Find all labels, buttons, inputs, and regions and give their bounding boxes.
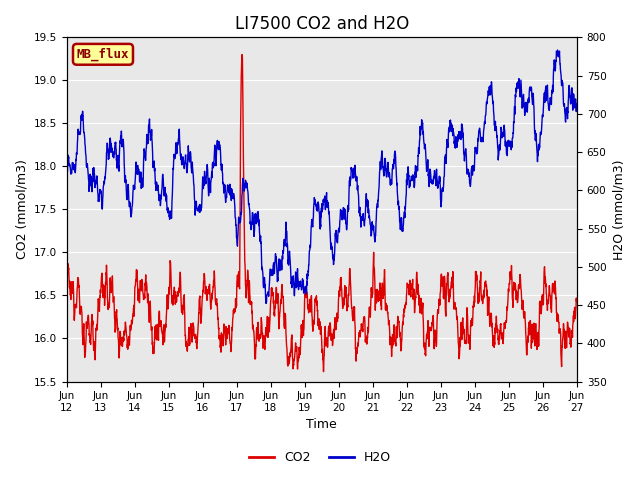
CO2 xyxy=(348,305,355,311)
CO2 xyxy=(238,52,246,58)
CO2 xyxy=(205,284,212,289)
H2O xyxy=(63,168,70,174)
CO2 xyxy=(337,276,344,281)
Line: CO2: CO2 xyxy=(67,55,577,372)
H2O xyxy=(205,189,212,195)
Legend: CO2, H2O: CO2, H2O xyxy=(244,446,396,469)
Text: MB_flux: MB_flux xyxy=(77,48,129,61)
CO2 xyxy=(573,296,581,302)
H2O xyxy=(337,211,344,216)
Line: H2O: H2O xyxy=(67,50,577,303)
CO2 xyxy=(529,321,536,327)
Y-axis label: CO2 (mmol/m3): CO2 (mmol/m3) xyxy=(15,159,28,259)
CO2 xyxy=(543,291,550,297)
Y-axis label: H2O (mmol/m3): H2O (mmol/m3) xyxy=(612,159,625,260)
H2O xyxy=(470,168,477,174)
H2O xyxy=(542,98,550,104)
CO2 xyxy=(470,304,478,310)
H2O xyxy=(573,104,581,109)
CO2 xyxy=(63,283,70,289)
CO2 xyxy=(320,369,328,374)
H2O xyxy=(262,300,269,306)
H2O xyxy=(348,167,355,172)
X-axis label: Time: Time xyxy=(307,419,337,432)
H2O xyxy=(554,47,561,53)
Title: LI7500 CO2 and H2O: LI7500 CO2 and H2O xyxy=(235,15,409,33)
H2O xyxy=(528,95,536,101)
